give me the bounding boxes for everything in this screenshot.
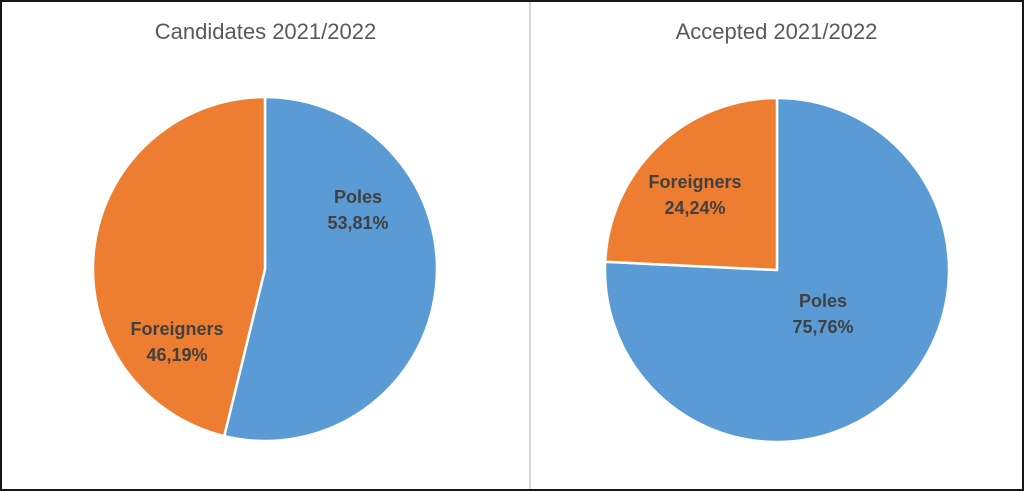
pie-slice-foreigners: [91, 95, 267, 438]
pie-chart-candidates: [91, 95, 439, 443]
panel-divider: [529, 2, 531, 489]
slice-label-value: 46,19%: [146, 345, 208, 365]
chart-title-candidates: Candidates 2021/2022: [154, 19, 377, 44]
slice-label-value: 24,24%: [664, 198, 726, 218]
slice-label-value: 75,76%: [792, 317, 854, 337]
pie-chart-accepted: [603, 96, 951, 444]
slice-label-accepted-foreigners: Foreigners 24,24%: [648, 169, 741, 221]
pie-slice-foreigners: [603, 96, 779, 272]
chart-panel-candidates: Candidates 2021/2022 Poles 53,81% Foreig…: [2, 2, 529, 489]
chart-panel-accepted: Accepted 2021/2022 Foreigners 24,24% Pol…: [531, 2, 1022, 489]
slice-label-name: Poles: [333, 187, 383, 207]
slice-label-name: Poles: [798, 291, 848, 311]
slice-label-accepted-poles: Poles 75,76%: [792, 288, 853, 340]
chart-title-accepted: Accepted 2021/2022: [675, 19, 878, 44]
pie-slice-poles: [222, 95, 439, 443]
slice-label-name: Foreigners: [648, 172, 742, 192]
slice-label-candidates-foreigners: Foreigners 46,19%: [130, 316, 223, 368]
slice-label-name: Foreigners: [130, 319, 224, 339]
slice-label-candidates-poles: Poles 53,81%: [327, 184, 388, 236]
slice-label-value: 53,81%: [327, 213, 389, 233]
